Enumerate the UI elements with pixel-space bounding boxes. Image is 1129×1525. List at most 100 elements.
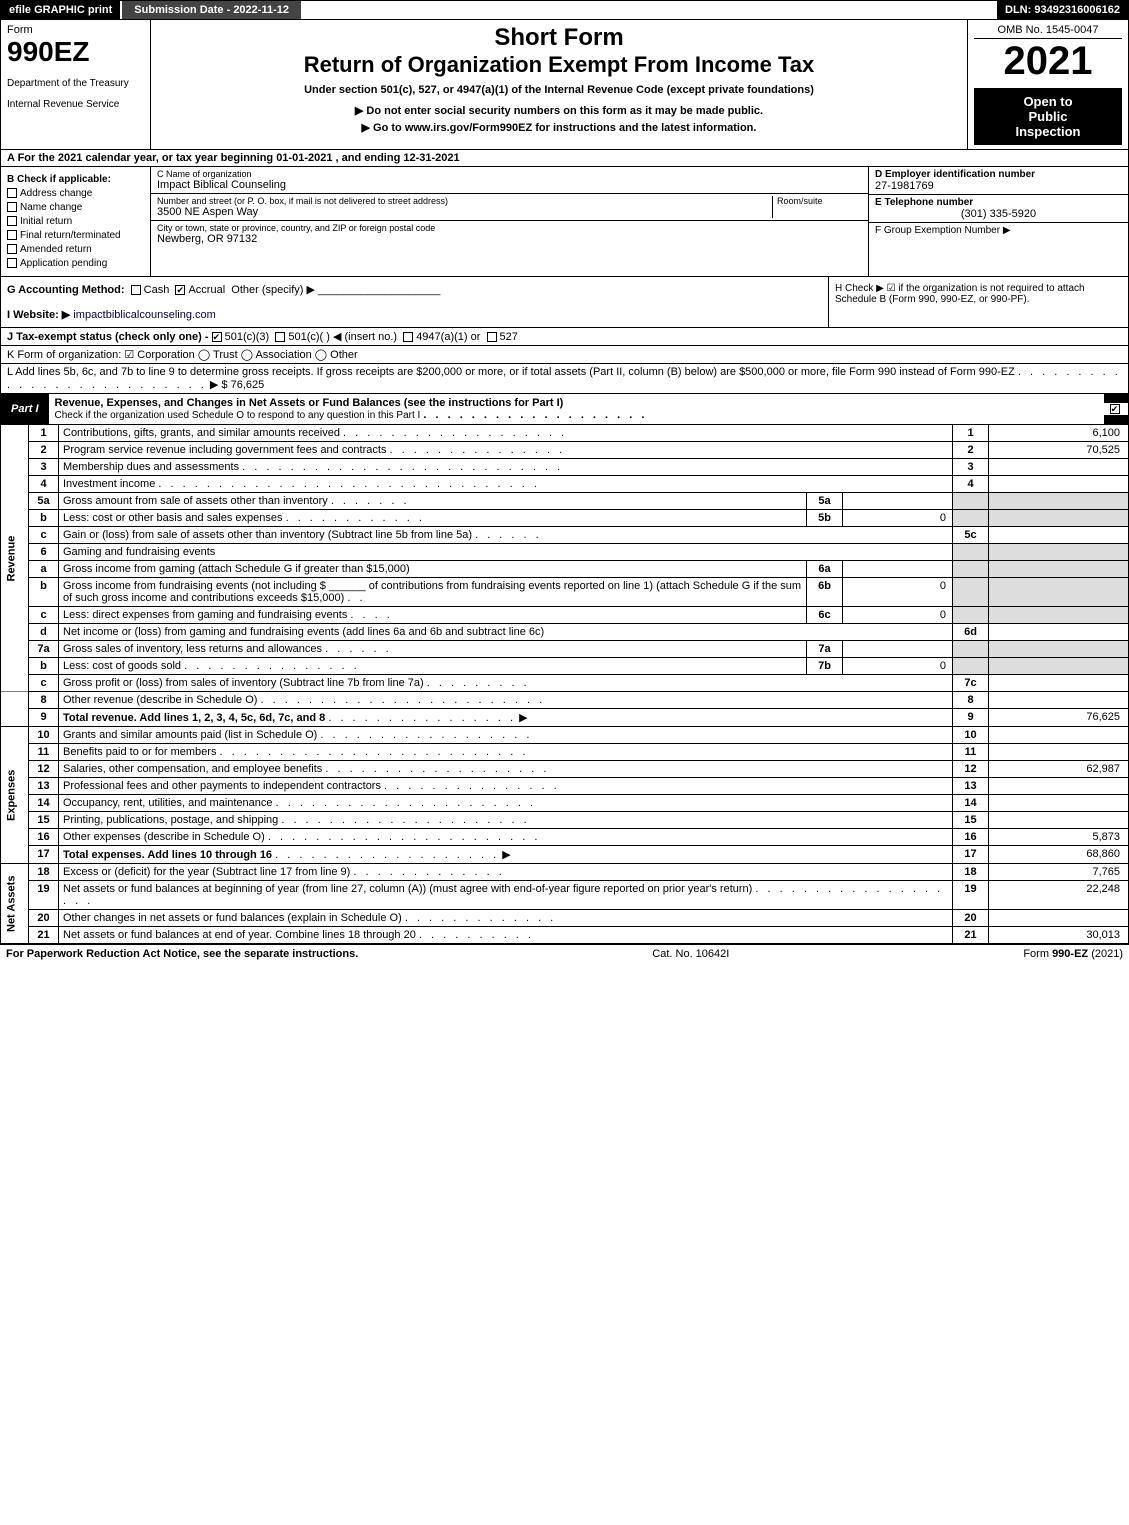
row-a-tax-year: A For the 2021 calendar year, or tax yea… — [0, 150, 1129, 167]
label-phone: E Telephone number — [875, 197, 1122, 208]
section-c: C Name of organization Impact Biblical C… — [151, 167, 868, 276]
amt-line-16: 5,873 — [989, 829, 1129, 846]
header-mid: Short Form Return of Organization Exempt… — [151, 20, 968, 149]
table-row-13: 13 Professional fees and other payments … — [1, 778, 1129, 795]
efile-print-label[interactable]: efile GRAPHIC print — [1, 1, 120, 19]
amt-line-7a — [843, 641, 953, 658]
section-b-title: B Check if applicable: — [7, 174, 111, 185]
under-section: Under section 501(c), 527, or 4947(a)(1)… — [157, 84, 961, 96]
checkbox-527[interactable] — [487, 332, 497, 342]
org-name: Impact Biblical Counseling — [157, 179, 862, 191]
amt-line-9: 76,625 — [989, 709, 1129, 727]
checkbox-name-change[interactable] — [7, 202, 17, 212]
dept-treasury: Department of the Treasury — [7, 78, 144, 89]
footer-paperwork-notice: For Paperwork Reduction Act Notice, see … — [6, 948, 358, 960]
header-left: Form 990EZ Department of the Treasury In… — [1, 20, 151, 149]
table-row-7a: 7a Gross sales of inventory, less return… — [1, 641, 1129, 658]
amt-line-6a — [843, 561, 953, 578]
checkbox-final-return[interactable] — [7, 230, 17, 240]
table-row-7b: b Less: cost of goods sold . . . . . . .… — [1, 658, 1129, 675]
amt-line-5b: 0 — [843, 510, 953, 527]
dept-irs: Internal Revenue Service — [7, 99, 144, 110]
table-row-3: 3 Membership dues and assessments . . . … — [1, 459, 1129, 476]
amt-line-7c — [989, 675, 1129, 692]
room-suite-label: Room/suite — [772, 196, 862, 218]
return-title: Return of Organization Exempt From Incom… — [157, 52, 961, 78]
submission-date-label: Submission Date - 2022-11-12 — [120, 1, 301, 19]
footer-form-id: Form 990-EZ (2021) — [1023, 948, 1123, 960]
form-number: 990EZ — [7, 36, 144, 68]
amt-line-4 — [989, 476, 1129, 493]
label-org-name: C Name of organization — [157, 169, 862, 179]
amt-line-7b: 0 — [843, 658, 953, 675]
checkbox-4947[interactable] — [403, 332, 413, 342]
section-d-e-f: D Employer identification number 27-1981… — [868, 167, 1128, 276]
label-street: Number and street (or P. O. box, if mail… — [157, 196, 772, 206]
table-row-15: 15 Printing, publications, postage, and … — [1, 812, 1129, 829]
label-ein: D Employer identification number — [875, 169, 1122, 180]
table-row-6a: a Gross income from gaming (attach Sched… — [1, 561, 1129, 578]
short-form-title: Short Form — [157, 24, 961, 52]
checkbox-501c3[interactable] — [212, 332, 222, 342]
table-row-12: 12 Salaries, other compensation, and emp… — [1, 761, 1129, 778]
amt-line-11 — [989, 744, 1129, 761]
checkbox-schedule-o-used[interactable] — [1110, 404, 1120, 414]
table-row-8: 8 Other revenue (describe in Schedule O)… — [1, 692, 1129, 709]
amt-line-12: 62,987 — [989, 761, 1129, 778]
table-row-4: 4 Investment income . . . . . . . . . . … — [1, 476, 1129, 493]
checkbox-application-pending[interactable] — [7, 258, 17, 268]
tax-year: 2021 — [974, 39, 1122, 84]
row-l-gross-receipts: L Add lines 5b, 6c, and 7b to line 9 to … — [0, 364, 1129, 394]
checkbox-amended-return[interactable] — [7, 244, 17, 254]
table-row-5b: b Less: cost or other basis and sales ex… — [1, 510, 1129, 527]
header-right: OMB No. 1545-0047 2021 Open to Public In… — [968, 20, 1128, 149]
amt-line-17: 68,860 — [989, 846, 1129, 864]
side-label-net-assets: Net Assets — [1, 864, 29, 944]
part-1-table: Revenue 1 Contributions, gifts, grants, … — [0, 425, 1129, 944]
amt-line-18: 7,765 — [989, 864, 1129, 881]
checkbox-address-change[interactable] — [7, 188, 17, 198]
website-link[interactable]: impactbiblicalcounseling.com — [73, 309, 215, 321]
amt-line-8 — [989, 692, 1129, 709]
part-1-label: Part I — [1, 400, 49, 418]
checkbox-cash[interactable] — [131, 285, 141, 295]
amt-line-6d — [989, 624, 1129, 641]
table-row-17: 17 Total expenses. Add lines 10 through … — [1, 846, 1129, 864]
amt-line-21: 30,013 — [989, 927, 1129, 944]
amt-line-10 — [989, 727, 1129, 744]
footer-cat-no: Cat. No. 10642I — [652, 948, 729, 960]
goto-link[interactable]: ▶ Go to www.irs.gov/Form990EZ for instru… — [157, 121, 961, 134]
section-g: G Accounting Method: Cash Accrual Other … — [1, 277, 828, 327]
table-row-20: 20 Other changes in net assets or fund b… — [1, 910, 1129, 927]
table-row-10: Expenses 10 Grants and similar amounts p… — [1, 727, 1129, 744]
form-word: Form — [7, 24, 144, 36]
checkbox-501c[interactable] — [275, 332, 285, 342]
section-h: H Check ▶ ☑ if the organization is not r… — [828, 277, 1128, 327]
table-row-1: Revenue 1 Contributions, gifts, grants, … — [1, 425, 1129, 442]
amt-line-15 — [989, 812, 1129, 829]
side-label-revenue: Revenue — [1, 425, 29, 692]
row-j-tax-exempt: J Tax-exempt status (check only one) - 5… — [0, 328, 1129, 346]
table-row-6: 6 Gaming and fundraising events — [1, 544, 1129, 561]
checkbox-initial-return[interactable] — [7, 216, 17, 226]
top-bar: efile GRAPHIC print Submission Date - 20… — [0, 0, 1129, 20]
dln-label: DLN: 93492316006162 — [997, 1, 1128, 19]
amt-line-6c: 0 — [843, 607, 953, 624]
section-g-h: G Accounting Method: Cash Accrual Other … — [0, 277, 1129, 328]
amt-line-20 — [989, 910, 1129, 927]
table-row-9: 9 Total revenue. Add lines 1, 2, 3, 4, 5… — [1, 709, 1129, 727]
table-row-11: 11 Benefits paid to or for members . . .… — [1, 744, 1129, 761]
section-b: B Check if applicable: Address change Na… — [1, 167, 151, 276]
accounting-method-label: G Accounting Method: — [7, 284, 125, 296]
page-footer: For Paperwork Reduction Act Notice, see … — [0, 944, 1129, 963]
table-row-14: 14 Occupancy, rent, utilities, and maint… — [1, 795, 1129, 812]
checkbox-accrual[interactable] — [175, 285, 185, 295]
open-to-public-box: Open to Public Inspection — [974, 88, 1122, 145]
table-row-19: 19 Net assets or fund balances at beginn… — [1, 881, 1129, 910]
table-row-6b: b Gross income from fundraising events (… — [1, 578, 1129, 607]
website-label: I Website: ▶ — [7, 309, 70, 321]
label-group-exemption: F Group Exemption Number ▶ — [875, 225, 1122, 236]
section-b-c-d: B Check if applicable: Address change Na… — [0, 167, 1129, 277]
table-row-5c: c Gain or (loss) from sale of assets oth… — [1, 527, 1129, 544]
amt-line-3 — [989, 459, 1129, 476]
